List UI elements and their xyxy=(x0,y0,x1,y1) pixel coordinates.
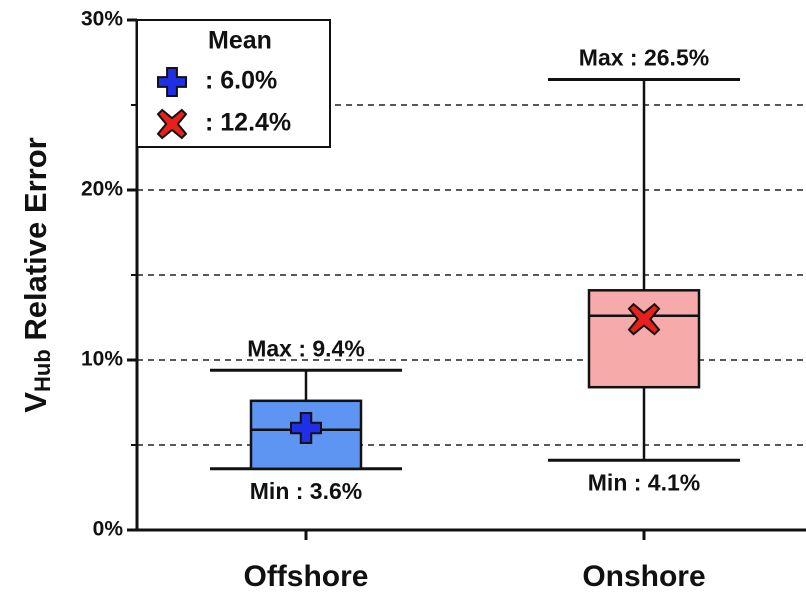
y-tick-label: 20% xyxy=(81,178,123,201)
x-tick-label: Offshore xyxy=(243,560,368,593)
mean-marker xyxy=(157,67,187,97)
y-axis-label: VHub Relative Error xyxy=(18,137,55,412)
legend-title: Mean xyxy=(208,27,272,55)
legend-label: : 12.4% xyxy=(205,109,291,137)
y-tick-label: 10% xyxy=(81,348,123,371)
legend-label: : 6.0% xyxy=(205,67,277,95)
x-tick-label: Onshore xyxy=(582,560,705,593)
y-label-main: V xyxy=(18,392,53,413)
min-label: Min : 3.6% xyxy=(250,478,362,504)
min-label: Min : 4.1% xyxy=(588,469,700,495)
mean-marker xyxy=(156,108,188,140)
legend: Mean : 6.0% : 12.4% xyxy=(136,19,331,148)
y-tick-label: 30% xyxy=(81,8,123,31)
mean-marker xyxy=(290,412,322,444)
max-label: Max : 26.5% xyxy=(579,45,709,71)
y-label-rest: Relative Error xyxy=(18,137,53,349)
y-tick-label: 0% xyxy=(93,518,124,541)
box xyxy=(587,289,701,389)
max-label: Max : 9.4% xyxy=(247,335,365,361)
y-label-subscript: Hub xyxy=(30,349,55,392)
mean-marker xyxy=(627,302,661,336)
